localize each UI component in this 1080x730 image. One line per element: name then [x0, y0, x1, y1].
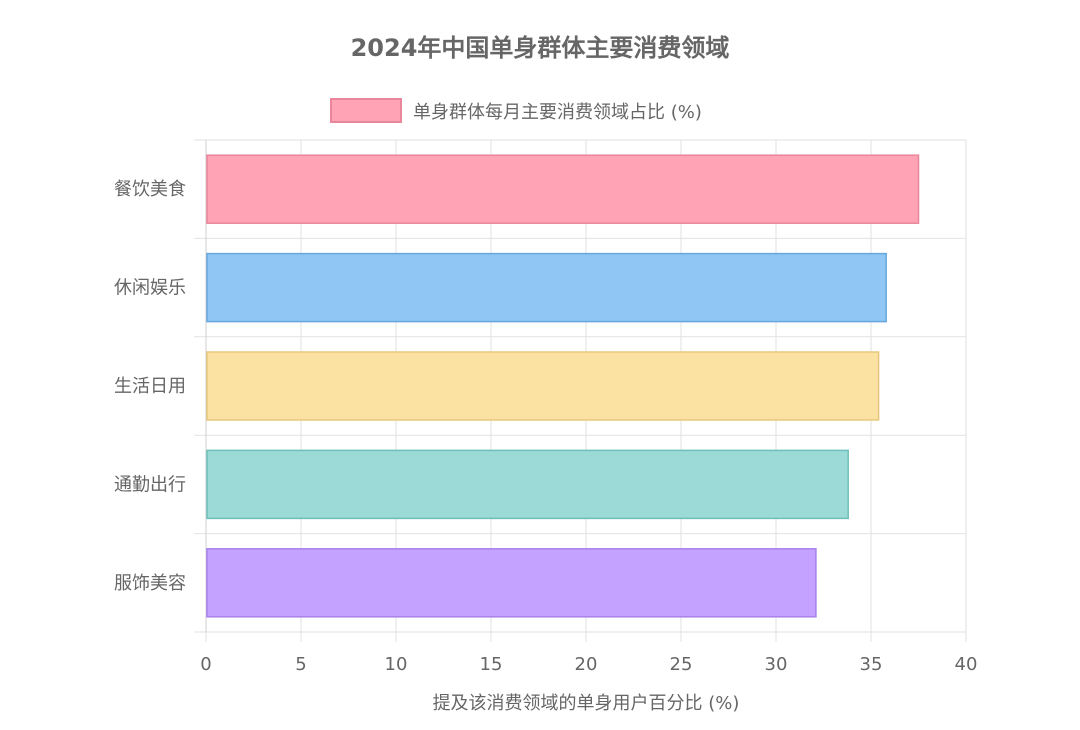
- bar-3[interactable]: [206, 351, 880, 421]
- x-tick-label: 0: [200, 654, 211, 675]
- bar-1[interactable]: [206, 154, 920, 224]
- x-axis-tick-labels: 0 5 10 15 20 25 30 35 40: [200, 654, 977, 675]
- x-tick-label: 35: [860, 654, 883, 675]
- y-tick-label: 服饰美容: [114, 573, 186, 594]
- legend-swatch: [330, 98, 402, 123]
- y-tick-label: 通勤出行: [114, 474, 186, 495]
- bar-2[interactable]: [206, 252, 887, 323]
- x-tick-label: 20: [575, 654, 598, 675]
- legend-label: 单身群体每月主要消费领域占比 (%): [413, 102, 702, 123]
- x-tick-label: 40: [955, 654, 978, 675]
- x-tick-label: 15: [480, 654, 503, 675]
- y-tick-label: 休闲娱乐: [114, 278, 186, 299]
- bar-5[interactable]: [206, 548, 817, 618]
- bar-4[interactable]: [206, 449, 849, 520]
- x-axis-title: 提及该消费领域的单身用户百分比 (%): [433, 693, 740, 714]
- y-tick-label: 生活日用: [114, 376, 186, 397]
- x-tick-label: 25: [670, 654, 693, 675]
- x-tick-label: 5: [295, 654, 306, 675]
- x-tick-label: 30: [765, 654, 788, 675]
- chart-title: 2024年中国单身群体主要消费领域: [351, 34, 730, 62]
- x-tick-label: 10: [385, 654, 408, 675]
- bars: [206, 154, 920, 618]
- y-tick-label: 餐饮美食: [114, 179, 186, 200]
- legend[interactable]: 单身群体每月主要消费领域占比 (%): [330, 98, 702, 123]
